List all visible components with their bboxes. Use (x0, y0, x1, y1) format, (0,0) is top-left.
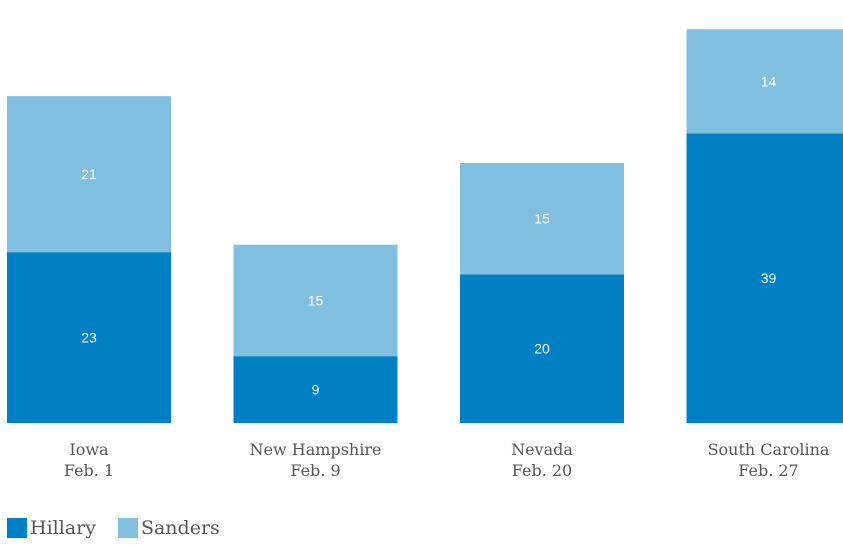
data-label-hillary-new-hampshire: 9 (312, 382, 320, 398)
data-label-hillary-iowa: 23 (81, 330, 97, 346)
legend-swatch-hillary (7, 518, 27, 538)
category-label-south-carolina: South Carolina (708, 440, 830, 459)
legend-label-sanders: Sanders (140, 517, 220, 539)
category-label-nevada: Nevada (511, 440, 573, 459)
category-date-iowa: Feb. 1 (64, 461, 114, 480)
legend-label-hillary: Hillary (30, 517, 96, 539)
category-label-new-hampshire: New Hampshire (250, 440, 382, 459)
category-label-iowa: Iowa (69, 440, 109, 459)
category-date-south-carolina: Feb. 27 (738, 461, 798, 480)
bar-sanders-south-carolina (686, 29, 843, 134)
data-label-sanders-nevada: 15 (534, 211, 550, 227)
data-label-hillary-nevada: 20 (534, 341, 550, 357)
bar-sanders-iowa (7, 96, 171, 253)
bar-hillary-iowa (7, 252, 171, 423)
bar-sanders-nevada (460, 163, 624, 275)
data-label-hillary-south-carolina: 39 (761, 270, 777, 286)
legend-item-hillary: Hillary (7, 517, 96, 539)
data-label-sanders-south-carolina: 14 (761, 73, 777, 89)
bar-hillary-new-hampshire (233, 356, 398, 423)
category-date-new-hampshire: Feb. 9 (290, 461, 340, 480)
legend-swatch-sanders (117, 518, 138, 538)
legend-item-sanders: Sanders (117, 517, 220, 539)
bar-sanders-new-hampshire (233, 244, 398, 357)
data-label-sanders-iowa: 21 (81, 166, 97, 182)
legend: Hillary Sanders (7, 517, 242, 539)
bar-hillary-south-carolina (686, 133, 843, 424)
bar-hillary-nevada (460, 274, 624, 423)
data-label-sanders-new-hampshire: 15 (308, 292, 324, 308)
category-date-nevada: Feb. 20 (512, 461, 572, 480)
